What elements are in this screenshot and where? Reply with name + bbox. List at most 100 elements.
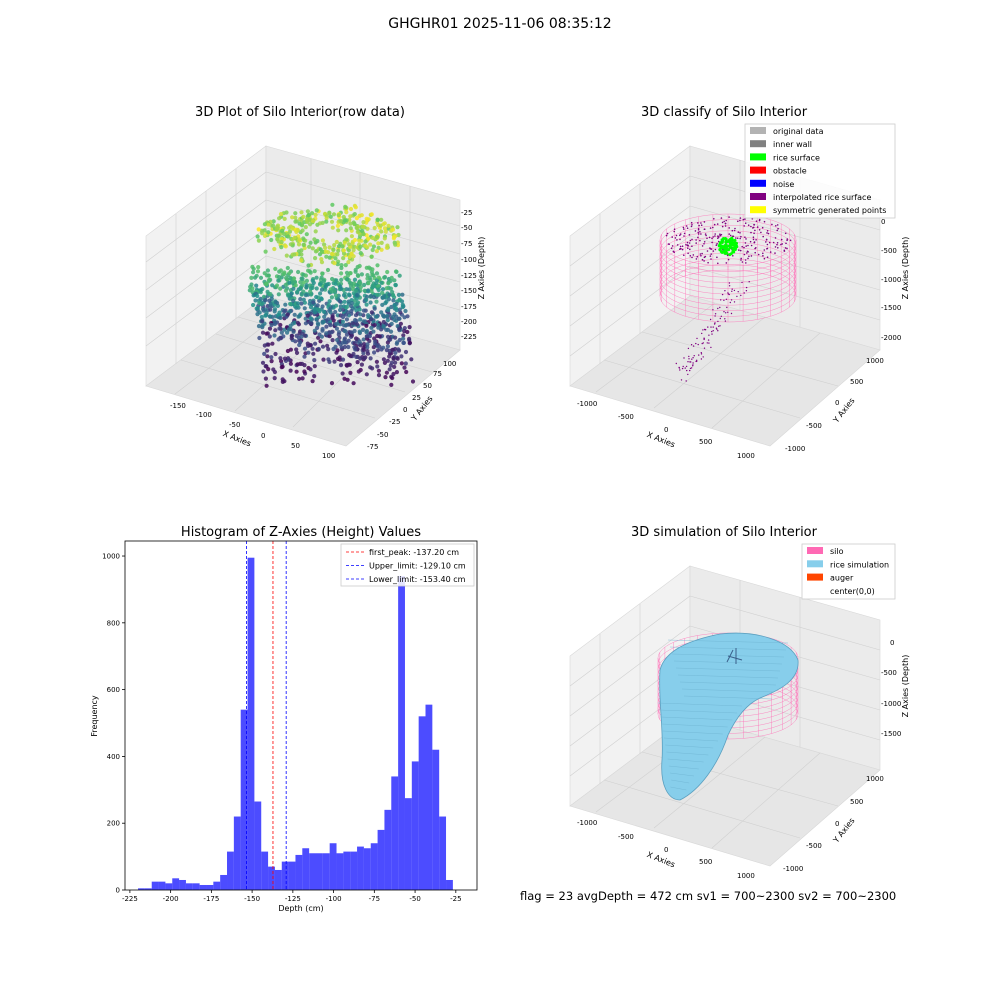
data-point — [272, 321, 277, 327]
data-point — [313, 249, 318, 254]
data-point — [352, 277, 358, 282]
interpolated-point — [701, 245, 704, 247]
interpolated-point — [739, 249, 742, 252]
data-point — [333, 293, 338, 298]
mesh-line — [670, 786, 687, 791]
data-point — [375, 348, 380, 353]
y-tick-label: -25 — [389, 418, 400, 426]
interpolated-point — [699, 231, 701, 233]
data-point — [342, 240, 347, 245]
data-point — [310, 346, 315, 351]
data-point — [284, 275, 289, 281]
data-point — [391, 298, 396, 303]
histogram-bar — [343, 851, 351, 890]
data-point — [327, 211, 332, 216]
data-point — [383, 229, 388, 234]
data-point — [253, 298, 258, 303]
interpolated-point — [739, 219, 741, 222]
data-point — [284, 253, 289, 258]
data-point — [376, 287, 381, 293]
y-tick-label: 600 — [107, 686, 120, 694]
interpolated-point — [683, 254, 685, 256]
data-point — [263, 376, 268, 381]
interpolated-point — [747, 244, 749, 247]
data-point — [390, 289, 395, 295]
data-point — [384, 286, 389, 291]
x-tick-label: -75 — [369, 895, 380, 903]
data-point — [350, 287, 356, 292]
interpolated-point — [776, 243, 778, 246]
interpolated-point — [712, 326, 714, 328]
data-point — [296, 269, 301, 275]
data-point — [271, 219, 276, 224]
legend-swatch — [750, 193, 766, 200]
rice-surface-point — [718, 243, 722, 247]
data-point — [407, 336, 412, 341]
interpolated-point — [729, 301, 731, 304]
data-point — [403, 349, 409, 355]
z-tick-label: -25 — [461, 209, 472, 217]
data-point — [364, 334, 369, 339]
data-point — [304, 278, 309, 283]
data-point — [265, 268, 270, 273]
histogram-bar — [144, 888, 152, 890]
data-point — [308, 316, 313, 321]
y-tick-label: 800 — [107, 619, 120, 627]
data-point — [267, 277, 272, 282]
data-point — [360, 327, 366, 332]
y-tick-label: 1000 — [866, 357, 884, 365]
data-point — [264, 331, 269, 336]
interpolated-point — [748, 281, 750, 283]
data-point — [290, 215, 295, 220]
x-tick-labels: -1000 -500 0 500 1000 — [577, 400, 755, 460]
data-point — [262, 222, 267, 227]
interpolated-point — [708, 342, 710, 344]
data-point — [313, 229, 318, 234]
data-point — [260, 360, 266, 365]
data-point — [319, 260, 325, 265]
data-point — [304, 232, 309, 237]
data-point — [333, 344, 338, 349]
interpolated-point — [736, 237, 739, 239]
chart-title: Histogram of Z-Axies (Height) Values — [181, 525, 421, 540]
data-point — [339, 265, 344, 271]
data-point — [302, 354, 307, 359]
y-tick-label: 500 — [850, 378, 863, 386]
data-point — [365, 342, 370, 347]
data-point — [342, 344, 347, 350]
interpolated-point — [707, 261, 709, 264]
data-point — [328, 323, 333, 328]
y-tick-labels: -1000 -500 0 500 1000 — [783, 775, 884, 873]
data-point — [307, 217, 312, 223]
data-point — [377, 334, 382, 339]
interpolated-point — [761, 226, 764, 229]
interpolated-point — [703, 243, 705, 245]
interpolated-point — [683, 235, 685, 237]
data-point — [376, 275, 381, 280]
data-point — [363, 239, 368, 244]
data-point — [375, 217, 380, 223]
data-point — [334, 239, 339, 245]
legend-swatch — [750, 179, 766, 187]
data-point — [287, 280, 292, 285]
data-point — [316, 335, 321, 340]
data-point — [338, 284, 343, 289]
interpolated-point — [678, 366, 680, 369]
interpolated-point — [743, 225, 745, 227]
data-point — [341, 248, 346, 253]
data-point — [264, 383, 269, 388]
data-point — [385, 318, 390, 323]
data-point — [336, 248, 341, 253]
x-tick-label: -500 — [618, 413, 634, 421]
data-point — [329, 289, 334, 294]
data-point — [308, 367, 313, 372]
interpolated-point — [740, 257, 742, 260]
data-point — [249, 275, 254, 280]
rice-surface-point — [730, 237, 734, 241]
data-point — [326, 317, 331, 322]
legend-label: obstacle — [773, 167, 807, 176]
auger — [726, 648, 743, 664]
data-point — [394, 314, 399, 319]
interpolated-point — [728, 233, 730, 235]
data-point — [394, 269, 399, 274]
